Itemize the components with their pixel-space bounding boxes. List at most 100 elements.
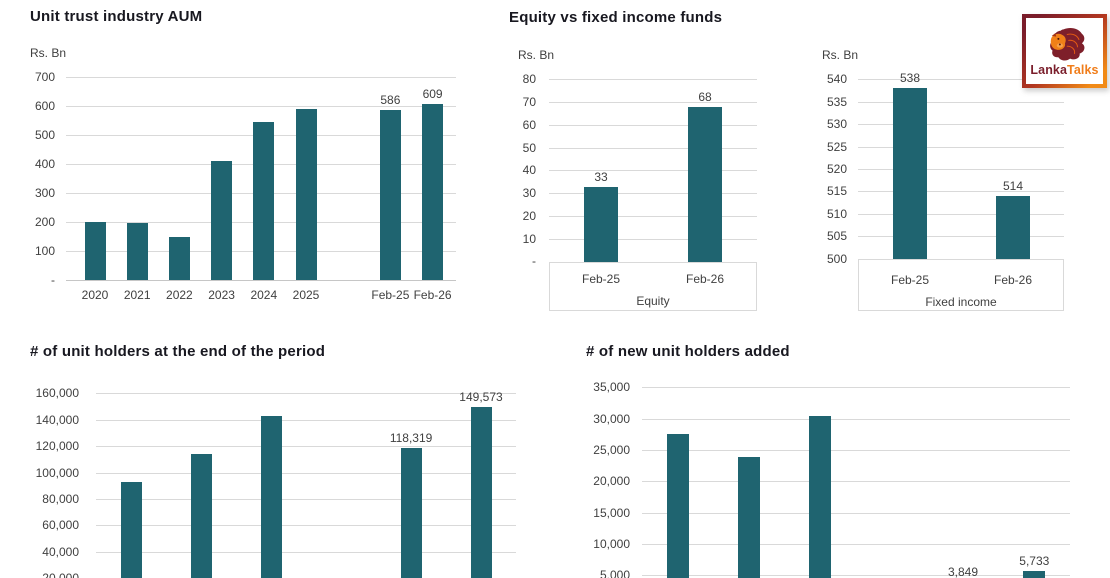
y-tick-label: 20: [522, 208, 536, 223]
gridline: [549, 170, 757, 172]
y-tick-label: 100,000: [35, 465, 79, 480]
bar-Feb-26: [996, 195, 1030, 259]
y-tick-label: 505: [826, 229, 847, 244]
x-axis-label: Feb-26: [993, 273, 1033, 287]
bar-Feb-25: [584, 186, 618, 262]
gridline: [66, 164, 456, 166]
y-tick-label: 600: [34, 99, 55, 114]
gridline: [549, 147, 757, 149]
y-tick-label: 510: [826, 206, 847, 221]
bar-Feb-25: [379, 110, 401, 280]
unit-label-equity: Rs. Bn: [518, 48, 555, 62]
y-tick-label: 400: [34, 157, 55, 172]
y-tick-label: 40,000: [42, 544, 79, 559]
bar-value-label: 609: [422, 86, 443, 101]
y-tick-label: 525: [826, 139, 847, 154]
y-tick-label: 10,000: [593, 536, 630, 551]
y-tick-label: 535: [826, 94, 847, 109]
gridline: [858, 169, 1064, 171]
y-tick-label: 160,000: [35, 386, 79, 401]
gridline: [549, 215, 757, 217]
gridline: [642, 512, 1070, 514]
y-tick-label: 530: [826, 117, 847, 132]
gridline: [642, 449, 1070, 451]
bar-2023: [211, 161, 233, 280]
x-axis-line: [66, 279, 456, 281]
bar-value-label: 586: [380, 93, 401, 108]
lankatalks-logo: LankaTalks: [1022, 14, 1107, 88]
bar-value-label: 3,849: [947, 565, 979, 578]
gridline: [549, 79, 757, 81]
gridline: [66, 106, 456, 108]
y-tick-label: 20,000: [9, 571, 79, 578]
gridline: [642, 575, 1070, 577]
lion-eye: [1056, 37, 1059, 40]
gridline: [66, 77, 456, 79]
y-tick-label: 300: [34, 186, 55, 201]
lion-icon: [1049, 28, 1084, 61]
bar-2022: [168, 236, 190, 280]
bar-series-2: [190, 453, 212, 578]
y-tick-label: 25,000: [593, 442, 630, 457]
gridline: [858, 236, 1064, 238]
y-tick-label: -: [51, 272, 55, 287]
bar-series-3: [260, 415, 282, 578]
gridline: [96, 472, 516, 474]
y-tick-label: 140,000: [35, 412, 79, 427]
gridline: [642, 387, 1070, 389]
x-axis-label: Feb-25: [371, 288, 410, 302]
bar-series-1: [121, 481, 142, 578]
bar-series-2: [738, 457, 760, 578]
gridline: [66, 193, 456, 195]
gridline: [858, 146, 1064, 148]
y-tick-label: 60,000: [42, 518, 79, 533]
lion-ear: [1051, 33, 1056, 37]
y-tick-label: 540: [826, 72, 847, 87]
bar-value-label: 538: [899, 71, 921, 86]
gridline: [96, 551, 516, 553]
x-axis-label: Feb-26: [685, 272, 725, 286]
y-tick-label: 60: [522, 117, 536, 132]
gridline: [642, 418, 1070, 420]
lion-nose: [1058, 43, 1061, 46]
bar-value-label: 33: [594, 169, 608, 184]
bar-Feb-26: [688, 106, 722, 262]
lankatalks-logo-text: LankaTalks: [1030, 64, 1098, 77]
gridline: [642, 481, 1070, 483]
y-tick-label: 100: [34, 243, 55, 258]
y-tick-label: 50: [522, 140, 536, 155]
bar-Feb-26: [422, 103, 444, 280]
x-axis-label: 2022: [166, 288, 193, 302]
gridline: [858, 101, 1064, 103]
lion-muzzle: [1056, 43, 1063, 48]
y-tick-label: 15,000: [593, 505, 630, 520]
gridline: [549, 193, 757, 195]
gridline: [858, 213, 1064, 215]
x-axis-label: 2020: [81, 288, 109, 302]
lion-mane-streaks: [1066, 33, 1079, 55]
chart-title-unit-trust-aum: Unit trust industry AUM: [30, 8, 203, 25]
gridline: [858, 124, 1064, 126]
gridline: [549, 124, 757, 126]
x-axis-label: 2024: [250, 288, 278, 302]
bar-series-4: [400, 448, 422, 578]
y-tick-label: 700: [34, 70, 55, 85]
y-tick-label: 10: [522, 231, 536, 246]
y-tick-label: 20,000: [593, 474, 630, 489]
y-tick-label: 30: [522, 186, 536, 201]
y-tick-label: -: [532, 254, 536, 269]
chart-title-new-unit-holders: # of new unit holders added: [586, 343, 790, 360]
unit-label-aum: Rs. Bn: [30, 46, 67, 60]
unit-label-fixed-income: Rs. Bn: [822, 48, 859, 62]
x-axis-label: Feb-26: [413, 288, 452, 302]
x-axis-label: Feb-25: [581, 272, 621, 286]
x-axis-label: Feb-25: [890, 273, 930, 287]
bar-2021: [126, 223, 148, 280]
gridline: [642, 543, 1070, 545]
gridline: [66, 250, 456, 252]
gridline: [858, 191, 1064, 193]
y-tick-label: 80: [522, 72, 536, 87]
bar-value-label: 5,733: [1019, 553, 1050, 568]
